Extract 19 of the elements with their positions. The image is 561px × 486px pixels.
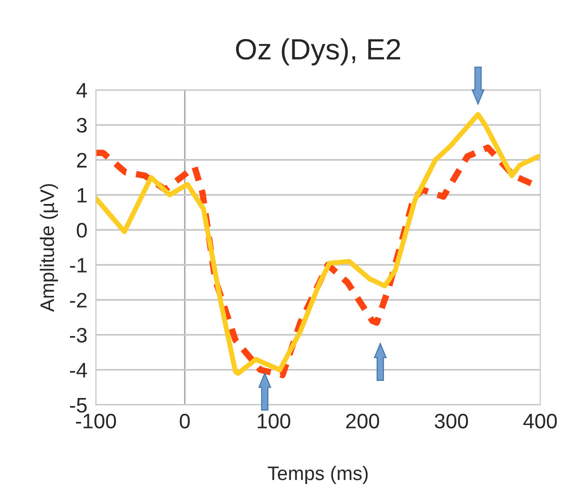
y-tick-label: -3 [70, 328, 87, 343]
y-tick-label: 2 [77, 152, 87, 168]
x-tick-label: 400 [523, 414, 557, 428]
y-tick-label: -4 [70, 363, 87, 378]
x-tick-label: 100 [258, 414, 290, 428]
y-tick-label: -5 [70, 398, 87, 413]
y-tick-label: 1 [78, 188, 87, 202]
x-tick-label: -100 [76, 414, 116, 428]
y-tick-label: 3 [76, 118, 87, 133]
y-axis-title: Amplitude (µV) [40, 184, 58, 312]
chart-title: Oz (Dys), E2 [236, 38, 400, 66]
y-tick-label: -1 [70, 258, 87, 272]
x-tick-label: 200 [346, 414, 380, 428]
x-tick-label: 0 [180, 414, 190, 428]
y-tick-label: 4 [76, 83, 87, 98]
y-tick-label: 0 [76, 222, 87, 238]
x-axis-title: Temps (ms) [268, 466, 368, 484]
y-tick-label: -2 [70, 292, 87, 308]
x-tick-label: 300 [434, 414, 468, 428]
